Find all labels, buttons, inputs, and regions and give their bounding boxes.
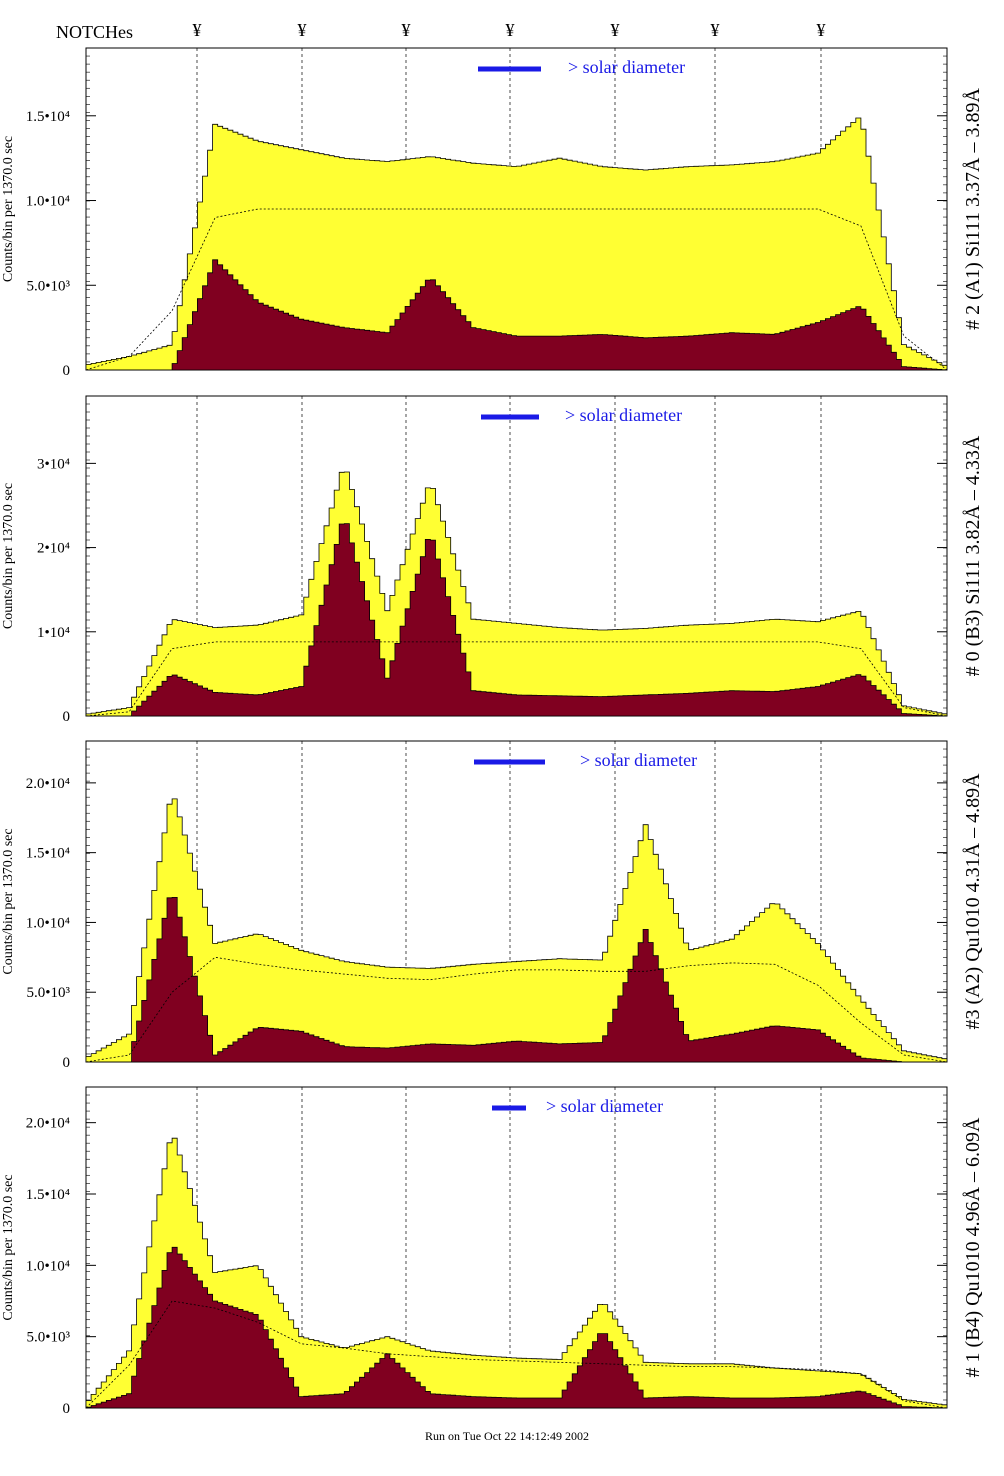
y-tick-label: 5.0•10³ xyxy=(27,1330,71,1346)
chart-panel: 0 5.0•10³ 1.0•10⁴ 1.5•10⁴ 2.0•10⁴ Counts/bin … xyxy=(1,740,984,1071)
y-tick-label: 0 xyxy=(63,363,71,379)
y-tick-label: 0 xyxy=(63,1055,71,1071)
panel-label: # 2 (A1) Si111 3.37Å – 3.89Å xyxy=(962,88,984,330)
notch-symbol: ¥ xyxy=(193,20,202,40)
notch-symbol: ¥ xyxy=(817,20,826,40)
notches-label: NOTCHes xyxy=(56,22,133,42)
model-curve xyxy=(85,641,948,717)
y-axis-label: Counts/bin per 1370.0 sec xyxy=(1,136,16,282)
series-area xyxy=(85,471,948,717)
y-tick-label: 2•10⁴ xyxy=(37,541,70,557)
model-curve xyxy=(85,956,948,1063)
y-tick-label: 1.5•10⁴ xyxy=(26,1187,70,1203)
model-curve xyxy=(85,208,948,371)
notch-symbol: ¥ xyxy=(298,20,307,40)
series-area xyxy=(86,523,948,717)
chart-panel: 0 5.0•10³ 1.0•10⁴ 1.5•10⁴ 2.0•10⁴ Counts/bin … xyxy=(1,1086,984,1417)
y-tick-label: 5.0•10³ xyxy=(27,985,71,1001)
notches-header: NOTCHes ¥ ¥ ¥ ¥ ¥ ¥ ¥ xyxy=(56,20,826,42)
y-tick-label: 1.0•10⁴ xyxy=(26,1258,70,1274)
model-curve xyxy=(85,1300,948,1409)
panel-label: #3 (A2) Qu1010 4.31Å – 4.89Å xyxy=(962,773,984,1030)
run-timestamp: Run on Tue Oct 22 14:12:49 2002 xyxy=(425,1429,589,1443)
y-axis-label: Counts/bin per 1370.0 sec xyxy=(1,1174,16,1320)
chart-panels: 0 5.0•10³ 1.0•10⁴ 1.5•10⁴ Counts/bin per 137… xyxy=(1,47,984,1417)
series-area xyxy=(85,117,948,371)
y-tick-label: 3•10⁴ xyxy=(37,456,70,472)
notch-symbols: ¥ ¥ ¥ ¥ ¥ ¥ ¥ xyxy=(193,20,826,40)
y-tick-label: 1.5•10⁴ xyxy=(26,846,70,862)
panel-label: # 1 (B4) Qu1010 4.96Å – 6.09Å xyxy=(962,1117,984,1378)
chart-panel: 0 1•10⁴ 2•10⁴ 3•10⁴ Counts/bin per 1370.0 se… xyxy=(1,395,984,725)
series-area xyxy=(85,1137,948,1409)
y-tick-label: 5.0•10³ xyxy=(27,278,71,294)
panel-label: # 0 (B3) Si111 3.82Å – 4.33Å xyxy=(962,435,984,676)
notch-symbol: ¥ xyxy=(611,20,620,40)
y-tick-label: 1.0•10⁴ xyxy=(26,194,70,210)
series-area xyxy=(86,259,948,371)
series-area xyxy=(85,798,948,1063)
y-tick-label: 2.0•10⁴ xyxy=(26,1116,70,1132)
series-area xyxy=(85,1246,948,1409)
y-tick-label: 1•10⁴ xyxy=(37,625,70,641)
chart-panel: 0 5.0•10³ 1.0•10⁴ 1.5•10⁴ Counts/bin per 137… xyxy=(1,47,984,379)
y-axis-label: Counts/bin per 1370.0 sec xyxy=(1,828,16,974)
y-tick-label: 1.5•10⁴ xyxy=(26,109,70,125)
solar-diameter-label: > solar diameter xyxy=(580,750,697,770)
y-axis-label: Counts/bin per 1370.0 sec xyxy=(1,483,16,629)
y-tick-label: 0 xyxy=(63,709,71,725)
notch-symbol: ¥ xyxy=(506,20,515,40)
solar-diameter-label: > solar diameter xyxy=(568,57,685,77)
y-tick-label: 2.0•10⁴ xyxy=(26,776,70,792)
series-area xyxy=(86,897,947,1063)
notch-symbol: ¥ xyxy=(711,20,720,40)
solar-diameter-label: > solar diameter xyxy=(565,405,682,425)
y-tick-label: 0 xyxy=(63,1401,71,1417)
notch-symbol: ¥ xyxy=(402,20,411,40)
solar-diameter-label: > solar diameter xyxy=(546,1096,663,1116)
y-tick-label: 1.0•10⁴ xyxy=(26,915,70,931)
